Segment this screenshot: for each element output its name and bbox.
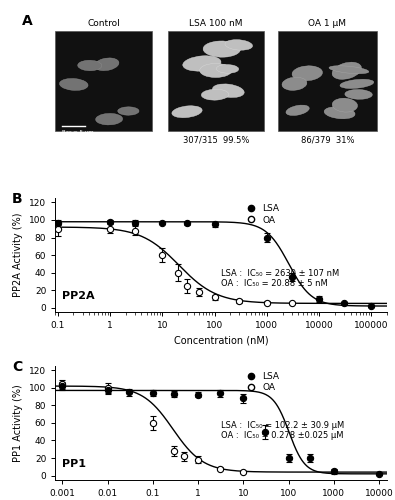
- Text: A: A: [22, 14, 33, 28]
- Text: LSA :  IC₅₀ = 2630 ± 107 nM
OA :  IC₅₀ = 20.88 ± 5 nM: LSA : IC₅₀ = 2630 ± 107 nM OA : IC₅₀ = 2…: [221, 269, 339, 288]
- Ellipse shape: [292, 66, 322, 80]
- Ellipse shape: [225, 40, 252, 50]
- Ellipse shape: [199, 64, 232, 78]
- Ellipse shape: [118, 107, 139, 115]
- Ellipse shape: [201, 89, 229, 100]
- Ellipse shape: [203, 41, 241, 57]
- Text: Bar = 5 μm: Bar = 5 μm: [62, 130, 94, 135]
- Ellipse shape: [329, 66, 369, 74]
- Text: PP2A: PP2A: [62, 291, 94, 301]
- Ellipse shape: [282, 77, 307, 90]
- Ellipse shape: [286, 105, 309, 116]
- Ellipse shape: [340, 80, 374, 88]
- X-axis label: Concentration (nM): Concentration (nM): [174, 336, 269, 346]
- Text: LSA :  IC₅₀ = 102.2 ± 30.9 μM
OA :  IC₅₀ = 0.278 ±0.025 μM: LSA : IC₅₀ = 102.2 ± 30.9 μM OA : IC₅₀ =…: [221, 420, 344, 440]
- Legend: LSA, OA: LSA, OA: [238, 368, 283, 396]
- Text: 307/315  99.5%: 307/315 99.5%: [183, 136, 249, 144]
- Ellipse shape: [216, 64, 239, 73]
- Ellipse shape: [94, 58, 119, 70]
- Text: LSA 100 nM: LSA 100 nM: [190, 19, 243, 28]
- Ellipse shape: [172, 106, 202, 118]
- Ellipse shape: [213, 84, 244, 98]
- Bar: [55, 30, 152, 132]
- Y-axis label: PP2A Activity (%): PP2A Activity (%): [13, 213, 23, 298]
- Ellipse shape: [332, 62, 361, 80]
- Text: PP1: PP1: [62, 458, 86, 468]
- Bar: [278, 30, 377, 132]
- Ellipse shape: [324, 107, 355, 119]
- Legend: LSA, OA: LSA, OA: [238, 200, 283, 228]
- Y-axis label: PP1 Activity (%): PP1 Activity (%): [13, 384, 23, 462]
- Text: C: C: [12, 360, 23, 374]
- Text: OA 1 μM: OA 1 μM: [308, 19, 346, 28]
- Ellipse shape: [332, 98, 357, 112]
- Text: Control: Control: [87, 19, 120, 28]
- Ellipse shape: [78, 60, 102, 70]
- Bar: [168, 30, 264, 132]
- Ellipse shape: [96, 114, 122, 125]
- Ellipse shape: [345, 90, 372, 99]
- Text: B: B: [12, 192, 23, 206]
- Text: 86/379  31%: 86/379 31%: [301, 136, 354, 144]
- Ellipse shape: [60, 78, 88, 90]
- Ellipse shape: [183, 56, 221, 71]
